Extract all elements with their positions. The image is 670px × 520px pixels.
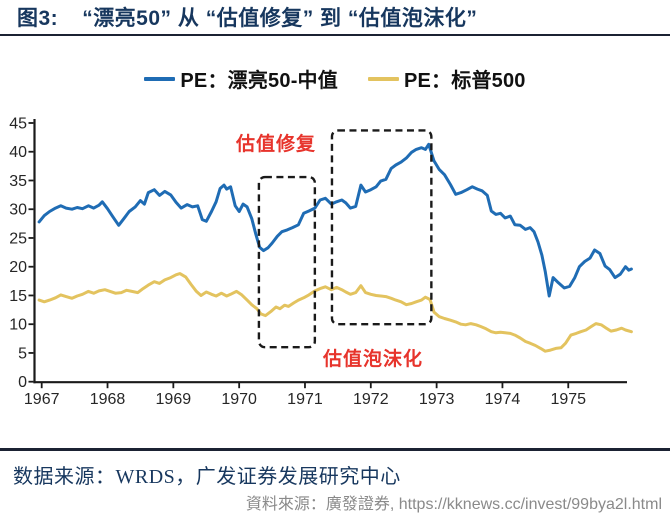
y-tick-label: 30 bbox=[9, 202, 27, 219]
sp500-legend-label: PE：标普500 bbox=[403, 70, 526, 92]
bottom-divider-line bbox=[0, 448, 670, 451]
y-tick-label: 20 bbox=[9, 259, 27, 276]
y-tick-label: 35 bbox=[9, 173, 27, 190]
title-divider-line bbox=[0, 34, 670, 36]
annotation-valuation-repair: 估值修复 bbox=[236, 134, 317, 155]
y-tick-label: 40 bbox=[9, 144, 27, 161]
citation-text: 資料來源：廣發證券, https://kknews.cc/invest/99by… bbox=[245, 496, 662, 513]
x-tick-label: 1967 bbox=[24, 391, 60, 408]
annotation-dashed-box bbox=[257, 175, 317, 349]
y-tick-label: 25 bbox=[9, 230, 27, 247]
chart-legend: PE：漂亮50-中值 PE：标普500 bbox=[0, 64, 670, 93]
x-tick-label: 1968 bbox=[90, 391, 126, 408]
y-tick-label: 15 bbox=[9, 288, 27, 305]
x-tick-label: 1970 bbox=[221, 391, 257, 408]
pe-nifty50-line bbox=[37, 142, 633, 298]
figure-title-row: 图3: “漂亮50” 从 “估值修复” 到 “估值泡沫化” bbox=[17, 2, 657, 32]
data-source-text: 数据来源：WRDS，广发证券发展研究中心 bbox=[13, 466, 401, 488]
x-tick-label: 1971 bbox=[287, 391, 323, 408]
annotation-dashed-box bbox=[330, 129, 433, 326]
x-tick-label: 1972 bbox=[353, 391, 389, 408]
figure-number-label: 图3: bbox=[17, 7, 59, 30]
annotation-valuation-bubble: 估值泡沫化 bbox=[323, 349, 424, 370]
x-tick-label: 1973 bbox=[419, 391, 455, 408]
legend-item-nifty50: PE：漂亮50-中值 bbox=[144, 64, 338, 93]
nifty50-line-swatch bbox=[144, 76, 176, 81]
pe-sp500-line bbox=[37, 272, 633, 353]
y-tick-label: 0 bbox=[18, 374, 27, 391]
x-tick-label: 1969 bbox=[156, 391, 192, 408]
nifty50-legend-label: PE：漂亮50-中值 bbox=[180, 70, 338, 92]
sp500-line-swatch bbox=[367, 76, 399, 81]
legend-item-sp500: PE：标普500 bbox=[367, 64, 526, 93]
figure-title-text: “漂亮50” 从 “估值修复” 到 “估值泡沫化” bbox=[82, 7, 478, 30]
y-tick-label: 5 bbox=[18, 345, 27, 362]
x-tick-label: 1975 bbox=[550, 391, 586, 408]
y-tick-label: 10 bbox=[9, 317, 27, 334]
y-tick-label: 45 bbox=[9, 115, 27, 132]
x-tick-label: 1974 bbox=[485, 391, 521, 408]
